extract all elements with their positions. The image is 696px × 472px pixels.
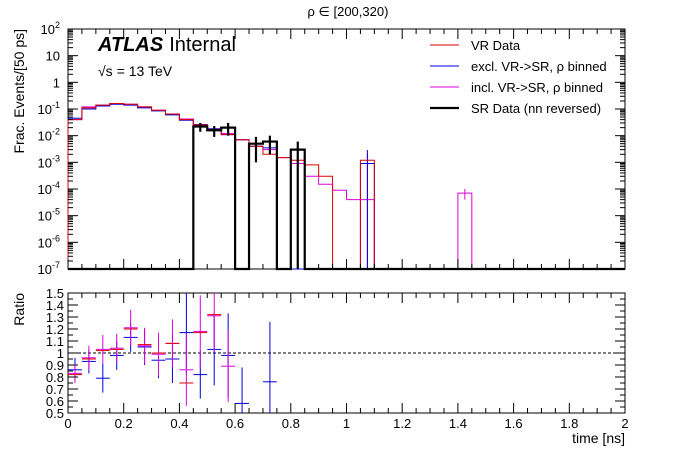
ratio-x-tick-label: 0 bbox=[64, 416, 71, 431]
main-histograms bbox=[67, 103, 625, 271]
energy-label-sqrt: √s bbox=[98, 63, 113, 79]
legend: VR Data excl. VR->SR, ρ binned incl. VR->S… bbox=[430, 38, 607, 116]
main-y-tick-exponent: 2 bbox=[55, 20, 60, 30]
chart-title: ρ ∈ [200,320) bbox=[308, 4, 389, 19]
main-y-tick-base: 10 bbox=[38, 262, 52, 277]
series-sr-data-nn-reversed- bbox=[68, 122, 625, 271]
main-y-tick-exponent: -5 bbox=[52, 207, 60, 217]
main-y-axis-label: Frac. Events/[50 ps] bbox=[11, 29, 27, 154]
legend-item: incl. VR->SR, ρ binned bbox=[430, 80, 603, 95]
ratio-x-tick-label: 1.6 bbox=[505, 416, 523, 431]
ratio-panel: 0.50.60.70.80.911.11.21.31.41.5 0 0.2 0.4 0… bbox=[11, 286, 629, 446]
main-y-tick-base: 10 bbox=[38, 182, 52, 197]
main-y-tick-base: 10 bbox=[38, 209, 52, 224]
legend-label: VR Data bbox=[471, 38, 521, 53]
ratio-y-ticks: 0.50.60.70.80.911.11.21.31.41.5 bbox=[46, 286, 625, 421]
main-y-tick-label: 10-7 bbox=[38, 260, 60, 277]
main-y-tick-base: 10 bbox=[38, 155, 52, 170]
histogram-outline bbox=[67, 103, 625, 270]
ratio-x-ticks: 0 0.2 0.4 0.6 0.8 1 1.2 1.4 1.6 1.8 2 bbox=[64, 293, 629, 431]
main-y-tick-base: 10 bbox=[38, 129, 52, 144]
main-y-tick-base: 10 bbox=[41, 22, 55, 37]
ratio-y-tick-label: 1.1 bbox=[46, 334, 64, 349]
main-y-tick-base: 1 bbox=[53, 75, 60, 90]
ratio-y-tick-label: 1.2 bbox=[46, 322, 64, 337]
main-y-tick-exponent: -3 bbox=[52, 153, 60, 163]
main-y-tick-exponent: -7 bbox=[52, 260, 60, 270]
main-x-ticks bbox=[67, 29, 626, 269]
main-y-tick-exponent: -6 bbox=[52, 233, 60, 243]
legend-item: SR Data (nn reversed) bbox=[430, 101, 601, 116]
main-y-tick-label: 10-4 bbox=[38, 180, 60, 197]
main-y-tick-exponent: -1 bbox=[52, 100, 60, 110]
ratio-x-tick-label: 0.4 bbox=[170, 416, 188, 431]
ratio-y-tick-label: 0.5 bbox=[46, 406, 64, 421]
ratio-series-incl-vr-sr-binned bbox=[68, 293, 236, 406]
legend-item: excl. VR->SR, ρ binned bbox=[430, 59, 607, 74]
main-y-tick-label: 10-6 bbox=[38, 233, 60, 250]
legend-label: incl. VR->SR, ρ binned bbox=[471, 80, 603, 95]
main-y-tick-base: 10 bbox=[38, 102, 52, 117]
histogram-outline bbox=[67, 103, 625, 270]
main-y-tick-label: 10-5 bbox=[38, 207, 60, 224]
ratio-y-tick-label: 0.6 bbox=[46, 394, 64, 409]
ratio-points bbox=[68, 293, 277, 413]
ratio-y-tick-label: 1.3 bbox=[46, 310, 64, 325]
x-axis-label: time [ns] bbox=[572, 430, 625, 446]
legend-label: excl. VR->SR, ρ binned bbox=[471, 59, 607, 74]
ratio-x-tick-label: 0.8 bbox=[282, 416, 300, 431]
ratio-y-tick-label: 1.4 bbox=[46, 298, 64, 313]
series-incl-vr-sr-binned bbox=[67, 103, 625, 270]
energy-label: √s = 13 TeV bbox=[98, 63, 173, 79]
series-excl-vr-sr-binned bbox=[67, 103, 625, 270]
main-y-tick-label: 10 bbox=[46, 49, 60, 64]
atlas-label: ATLAS Internal bbox=[97, 34, 236, 56]
main-y-tick-label: 102 bbox=[41, 20, 60, 37]
main-y-tick-exponent: -2 bbox=[52, 127, 60, 137]
legend-item: VR Data bbox=[430, 38, 521, 53]
main-y-tick-label: 10-3 bbox=[38, 153, 60, 170]
main-y-tick-exponent: -4 bbox=[52, 180, 60, 190]
ratio-x-tick-label: 0.2 bbox=[115, 416, 133, 431]
ratio-y-tick-label: 0.9 bbox=[46, 358, 64, 373]
energy-label-rest: = 13 TeV bbox=[117, 63, 173, 79]
main-y-tick-label: 10-1 bbox=[38, 100, 60, 117]
series-vr-data bbox=[67, 103, 625, 270]
legend-label: SR Data (nn reversed) bbox=[471, 101, 601, 116]
ratio-series-vr-data bbox=[68, 314, 222, 384]
ratio-y-tick-label: 1.5 bbox=[46, 286, 64, 301]
main-y-tick-label: 1 bbox=[53, 75, 60, 90]
ratio-x-tick-label: 1.8 bbox=[560, 416, 578, 431]
atlas-label-rest: Internal bbox=[169, 34, 236, 56]
ratio-y-tick-label: 0.8 bbox=[46, 370, 64, 385]
ratio-x-tick-label: 1.2 bbox=[393, 416, 411, 431]
ratio-y-axis-label: Ratio bbox=[11, 293, 27, 326]
ratio-y-tick-label: 1 bbox=[57, 346, 64, 361]
main-y-tick-base: 10 bbox=[38, 235, 52, 250]
main-y-tick-label: 10-2 bbox=[38, 127, 60, 144]
main-y-tick-base: 10 bbox=[46, 49, 60, 64]
ratio-x-tick-label: 2 bbox=[621, 416, 628, 431]
ratio-x-tick-label: 0.6 bbox=[226, 416, 244, 431]
ratio-y-tick-label: 0.7 bbox=[46, 382, 64, 397]
atlas-label-bold: ATLAS bbox=[97, 34, 164, 56]
histogram-outline bbox=[67, 103, 625, 270]
ratio-x-tick-label: 1.4 bbox=[449, 416, 467, 431]
ratio-x-tick-label: 1 bbox=[343, 416, 350, 431]
